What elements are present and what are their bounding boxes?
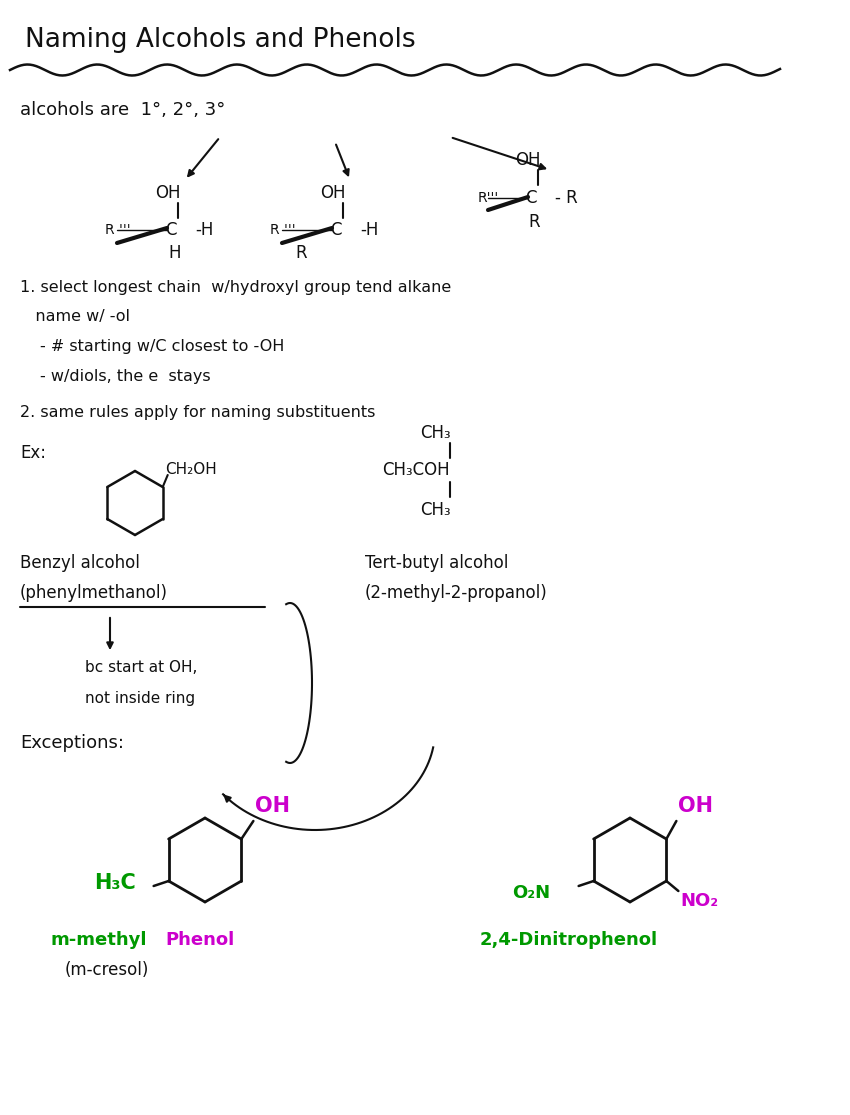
Text: Naming Alcohols and Phenols: Naming Alcohols and Phenols bbox=[25, 27, 416, 54]
Text: -H: -H bbox=[195, 221, 213, 239]
Text: H₃C: H₃C bbox=[94, 873, 135, 893]
Text: H: H bbox=[168, 244, 180, 262]
Text: C: C bbox=[165, 221, 177, 239]
Text: 2. same rules apply for naming substituents: 2. same rules apply for naming substitue… bbox=[20, 406, 376, 420]
Text: R: R bbox=[528, 213, 540, 231]
Text: OH: OH bbox=[255, 796, 291, 816]
Text: - R: - R bbox=[555, 190, 578, 207]
Text: Exceptions:: Exceptions: bbox=[20, 734, 124, 752]
Text: R''': R''' bbox=[478, 191, 499, 205]
Text: CH₃: CH₃ bbox=[420, 424, 450, 442]
Text: R ''': R ''' bbox=[105, 223, 131, 237]
Text: not inside ring: not inside ring bbox=[85, 690, 196, 706]
Text: bc start at OH,: bc start at OH, bbox=[85, 660, 197, 676]
Text: (2-methyl-2-propanol): (2-methyl-2-propanol) bbox=[365, 584, 547, 602]
Text: - w/diols, the e  stays: - w/diols, the e stays bbox=[40, 369, 211, 385]
Text: Phenol: Phenol bbox=[165, 931, 235, 949]
Text: OH: OH bbox=[515, 151, 541, 169]
Text: alcohols are  1°, 2°, 3°: alcohols are 1°, 2°, 3° bbox=[20, 101, 225, 119]
Text: Ex:: Ex: bbox=[20, 444, 46, 462]
Text: CH₃COH: CH₃COH bbox=[382, 460, 450, 479]
Text: CH₂OH: CH₂OH bbox=[165, 462, 217, 476]
Text: OH: OH bbox=[155, 184, 180, 202]
Text: C: C bbox=[330, 221, 342, 239]
Text: (phenylmethanol): (phenylmethanol) bbox=[20, 584, 168, 602]
Text: NO₂: NO₂ bbox=[680, 892, 718, 910]
Text: OH: OH bbox=[678, 796, 713, 816]
Text: 2,4-Dinitrophenol: 2,4-Dinitrophenol bbox=[480, 931, 658, 949]
Text: - # starting w/C closest to -OH: - # starting w/C closest to -OH bbox=[40, 339, 285, 355]
Text: Tert-butyl alcohol: Tert-butyl alcohol bbox=[365, 554, 508, 572]
Text: 1. select longest chain  w/hydroxyl group tend alkane: 1. select longest chain w/hydroxyl group… bbox=[20, 280, 451, 294]
Text: (m-cresol): (m-cresol) bbox=[65, 961, 150, 979]
Text: O₂N: O₂N bbox=[512, 884, 550, 902]
Text: Benzyl alcohol: Benzyl alcohol bbox=[20, 554, 140, 572]
Text: R: R bbox=[295, 244, 307, 262]
Text: m-methyl: m-methyl bbox=[50, 931, 146, 949]
Text: -H: -H bbox=[360, 221, 378, 239]
Text: C: C bbox=[525, 190, 536, 207]
Text: R ''': R ''' bbox=[270, 223, 296, 237]
Text: CH₃: CH₃ bbox=[420, 501, 450, 518]
Text: name w/ -ol: name w/ -ol bbox=[20, 310, 130, 324]
Text: OH: OH bbox=[320, 184, 345, 202]
